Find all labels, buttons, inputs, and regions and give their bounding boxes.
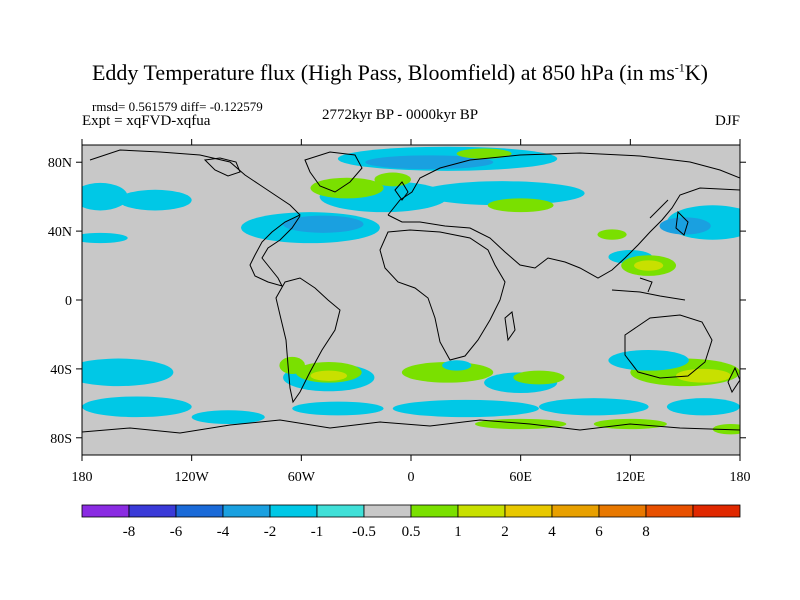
coastlines (82, 149, 740, 434)
anomaly-region (538, 398, 649, 416)
anomaly-region (597, 229, 627, 240)
season-label: DJF (714, 113, 740, 129)
colorbar-box (81, 504, 130, 518)
colorbar-label: -0.5 (352, 524, 376, 540)
anomaly-region (283, 215, 364, 233)
lat-tick-label: 0 (65, 294, 72, 309)
anomaly-region (292, 401, 384, 416)
anomaly-region (442, 360, 472, 371)
colorbar-box (175, 504, 224, 518)
anomaly-region (279, 356, 305, 375)
lon-tick-label: 180 (72, 470, 93, 485)
colorbar-box (363, 504, 412, 518)
anomaly-region (420, 181, 585, 206)
anomaly-region (392, 399, 539, 418)
anomaly-region (374, 172, 411, 187)
anomaly-region (608, 349, 689, 371)
anomaly-region (310, 370, 348, 381)
lon-tick-label: 180 (730, 470, 751, 485)
anomaly-region (118, 189, 192, 211)
colorbar-label: 2 (501, 524, 509, 540)
anomaly-region (310, 177, 384, 199)
anomaly-region (513, 370, 565, 385)
period-label: 2772kyr BP - 0000kyr BP (321, 107, 479, 123)
stats-label: rmsd= 0.561579 diff= -0.122579 (92, 99, 263, 114)
colorbar-box (551, 504, 600, 518)
anomaly-region (456, 148, 512, 159)
colorbar-label: -6 (170, 524, 183, 540)
colorbar-box (316, 504, 365, 518)
colorbar-box (692, 504, 741, 518)
anomaly-region (365, 155, 494, 170)
colorbar-label: -1 (311, 524, 324, 540)
colorbar-label: 4 (548, 524, 556, 540)
colorbar-label: -4 (217, 524, 230, 540)
colorbar-label: 0.5 (402, 524, 421, 540)
colorbar-box (410, 504, 459, 518)
lat-tick-label: 80S (50, 432, 72, 447)
colorbar-box (128, 504, 177, 518)
anomaly-region (191, 410, 265, 424)
colorbar-label: 1 (454, 524, 462, 540)
anomaly-region (676, 368, 731, 383)
anomaly-region (633, 260, 664, 271)
anomaly-region (659, 217, 711, 235)
axis-ticks: 180 120W 60W 0 60E 120E 180 80N 40N 0 40S 80S (48, 139, 751, 485)
colorbar-box (645, 504, 694, 518)
plot-title: Eddy Temperature flux (High Pass, Bloomf… (91, 60, 708, 85)
colorbar-box (269, 504, 318, 518)
anomaly-region (82, 396, 192, 418)
lat-tick-label: 80N (48, 156, 72, 171)
colorbar-box (457, 504, 506, 518)
lat-tick-label: 40N (48, 225, 72, 240)
colorbar-label: -8 (123, 524, 136, 540)
colorbar-box (598, 504, 647, 518)
anomaly-regions (82, 146, 740, 435)
experiment-label: Expt = xqFVD-xqfua (82, 113, 211, 129)
colorbar-label: -2 (264, 524, 277, 540)
lon-tick-label: 60E (509, 470, 532, 485)
anomaly-region (487, 198, 554, 213)
colorbar: -8 -6 -4 -2 -1 -0.5 0.5 1 2 4 6 8 (81, 504, 741, 540)
lat-tick-label: 40S (50, 363, 72, 378)
lon-tick-label: 120W (175, 470, 210, 485)
colorbar-box (222, 504, 271, 518)
anomaly-region (666, 398, 740, 416)
anomaly-region (82, 232, 128, 244)
lon-tick-label: 60W (288, 470, 316, 485)
anomaly-region (82, 358, 174, 387)
colorbar-label: 6 (595, 524, 603, 540)
colorbar-label: 8 (642, 524, 650, 540)
anomaly-region (82, 182, 128, 211)
colorbar-box (504, 504, 553, 518)
lon-tick-label: 0 (408, 470, 415, 485)
lon-tick-label: 120E (616, 470, 646, 485)
